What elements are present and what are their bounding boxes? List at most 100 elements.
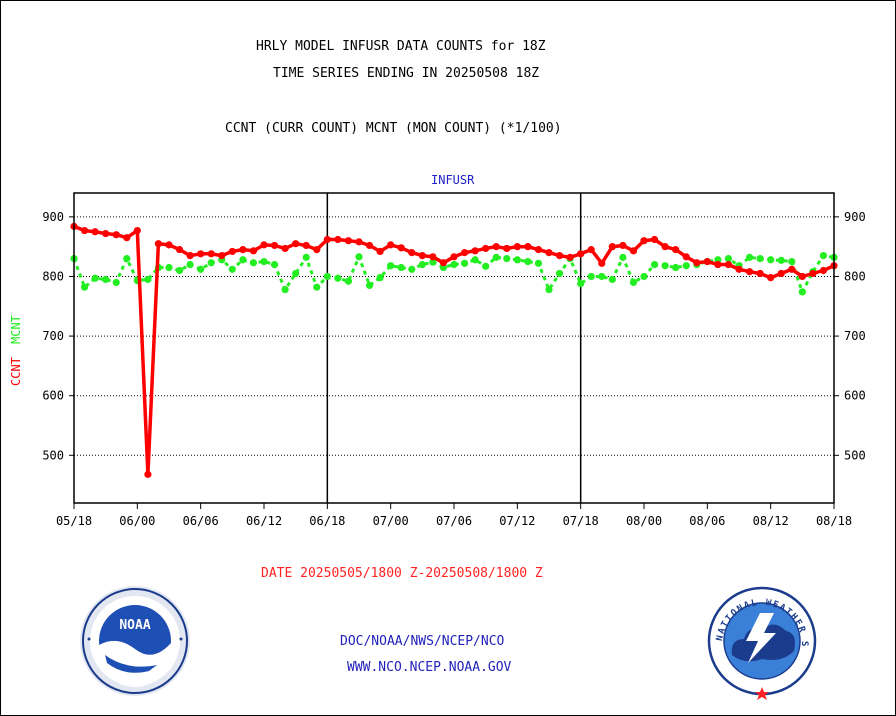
data-point-ccnt — [218, 251, 226, 260]
data-point-mcnt — [408, 265, 416, 273]
x-axis: 05/18 06/00 06/06 06/12 06/18 07/00 07/06 07/12… — [56, 503, 852, 528]
data-point-mcnt — [503, 254, 511, 263]
data-point-mcnt — [619, 253, 627, 261]
data-point-ccnt — [197, 250, 205, 258]
noaa-logo-icon: NOAA — [80, 586, 190, 696]
data-point-ccnt — [387, 241, 395, 249]
chart-title-line-1: HRLY MODEL INFUSR DATA COUNTS for 18Z — [256, 39, 546, 54]
data-point-mcnt — [555, 269, 564, 278]
data-point-ccnt — [598, 259, 606, 267]
data-point-ccnt — [587, 246, 595, 254]
data-point-ccnt — [577, 250, 585, 258]
data-point-ccnt — [640, 237, 648, 245]
y-axis-label-mcnt: MCNT — [9, 315, 23, 344]
x-tick-label: 08/00 — [626, 514, 662, 528]
data-point-mcnt — [513, 256, 521, 264]
data-point-ccnt — [555, 251, 564, 260]
y-axis-left: 500 600 700 800 900 — [42, 210, 74, 462]
data-point-mcnt — [292, 269, 300, 278]
x-tick-label: 08/18 — [816, 514, 852, 528]
data-point-ccnt — [281, 244, 289, 253]
data-point-mcnt — [471, 256, 479, 264]
data-point-mcnt — [482, 262, 490, 270]
data-point-mcnt — [450, 260, 458, 269]
data-point-mcnt — [397, 263, 405, 272]
data-point-mcnt — [207, 259, 215, 267]
data-point-mcnt — [798, 288, 806, 296]
data-point-ccnt — [756, 269, 764, 278]
data-point-ccnt — [724, 260, 733, 269]
x-tick-label: 07/06 — [436, 514, 472, 528]
data-point-mcnt — [524, 257, 532, 266]
data-point-mcnt — [429, 258, 437, 266]
data-point-mcnt — [492, 253, 500, 261]
data-point-ccnt — [292, 240, 300, 248]
y-tick-label-right: 800 — [844, 269, 866, 283]
data-point-ccnt — [767, 274, 775, 282]
series-layer — [70, 222, 838, 478]
data-point-ccnt — [112, 231, 120, 239]
data-point-mcnt — [788, 257, 796, 266]
data-point-mcnt — [228, 265, 236, 273]
data-point-ccnt — [186, 251, 194, 260]
data-point-mcnt — [777, 256, 785, 264]
y-tick-label-right: 900 — [844, 210, 866, 224]
x-tick-label: 06/00 — [119, 514, 155, 528]
data-point-ccnt — [397, 244, 405, 252]
data-point-ccnt — [503, 244, 511, 253]
y-tick-label-right: 500 — [844, 448, 866, 462]
data-point-mcnt — [334, 274, 342, 282]
y-tick-label-right: 600 — [844, 389, 866, 403]
data-point-mcnt — [650, 260, 659, 269]
data-point-ccnt — [302, 241, 310, 250]
data-point-mcnt — [365, 281, 374, 290]
data-point-ccnt — [334, 235, 342, 244]
data-point-mcnt — [344, 277, 353, 285]
data-point-ccnt — [566, 253, 574, 261]
footer-website-link[interactable]: WWW.NCO.NCEP.NOAA.GOV — [347, 660, 512, 675]
x-tick-label: 07/12 — [499, 514, 535, 528]
data-point-ccnt — [819, 266, 828, 275]
data-point-mcnt — [313, 283, 321, 291]
y-tick-label-left: 900 — [42, 210, 64, 224]
data-point-ccnt — [524, 243, 532, 251]
data-point-mcnt — [355, 253, 363, 261]
data-point-mcnt — [767, 256, 775, 264]
series-ccnt — [70, 222, 838, 478]
data-point-mcnt — [239, 256, 247, 264]
data-point-mcnt — [91, 274, 99, 282]
x-tick-label: 07/00 — [373, 514, 409, 528]
x-axis-date-label: DATE 20250505/1800 Z-20250508/1800 Z — [261, 566, 543, 581]
data-point-mcnt — [545, 285, 553, 294]
data-point-ccnt — [439, 259, 448, 267]
data-point-mcnt — [587, 272, 595, 281]
data-point-mcnt — [175, 266, 184, 275]
footer-org-text: DOC/NOAA/NWS/NCEP/NCO — [340, 634, 505, 649]
data-point-ccnt — [133, 226, 141, 235]
chart-subtitle: CCNT (CURR COUNT) MCNT (MON COUNT) (*1/1… — [225, 121, 562, 136]
data-point-ccnt — [471, 247, 479, 255]
data-point-ccnt — [91, 228, 99, 236]
data-point-ccnt — [123, 234, 131, 242]
plot-area-border — [73, 192, 835, 504]
y-tick-label-right: 700 — [844, 329, 866, 343]
data-point-ccnt — [693, 259, 701, 267]
data-point-ccnt — [608, 243, 616, 251]
data-point-ccnt — [344, 237, 353, 245]
grid-layer — [74, 216, 834, 456]
data-point-ccnt — [619, 241, 627, 250]
panel-label: INFUSR — [431, 173, 475, 187]
data-point-ccnt — [798, 272, 806, 281]
data-point-ccnt — [460, 249, 469, 257]
data-point-mcnt — [418, 260, 426, 269]
data-point-mcnt — [323, 272, 331, 281]
y-tick-label-left: 500 — [42, 448, 64, 462]
y-axis-right: 500 600 700 800 900 — [834, 210, 866, 462]
data-point-mcnt — [270, 260, 279, 269]
data-point-ccnt — [418, 251, 426, 260]
noaa-logo-text: NOAA — [119, 618, 150, 633]
x-tick-label: 07/18 — [563, 514, 599, 528]
x-tick-label: 08/06 — [689, 514, 725, 528]
